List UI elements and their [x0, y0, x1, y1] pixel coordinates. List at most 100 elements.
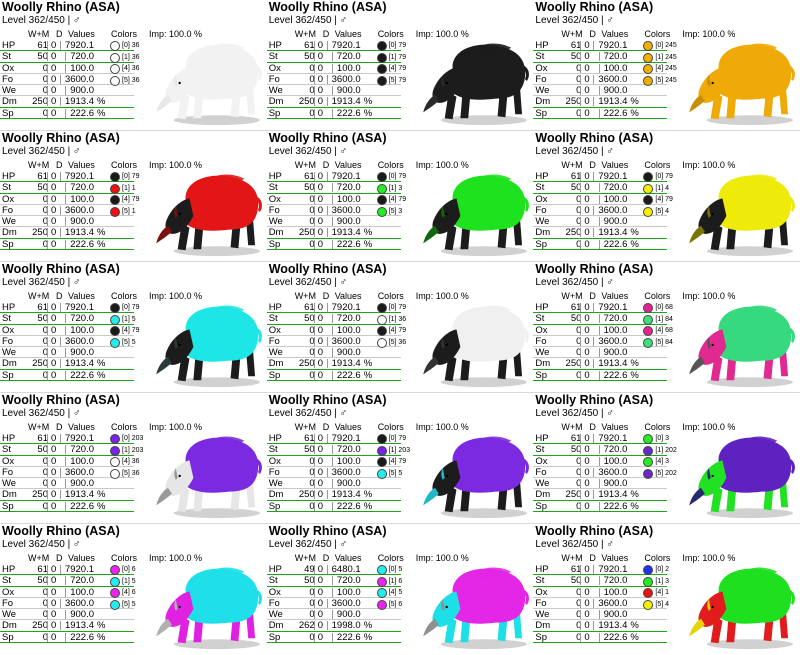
- color-swatch[interactable]: [376, 41, 387, 51]
- color-swatch[interactable]: [643, 41, 654, 51]
- color-region[interactable]: [5] 4: [643, 206, 683, 218]
- color-region[interactable]: [5] 36: [110, 468, 150, 480]
- color-swatch[interactable]: [110, 599, 120, 610]
- color-region[interactable]: [1] 245: [643, 52, 683, 64]
- creature-card[interactable]: Woolly Rhino (ASA) Level 362/450 | ♂ W+M D V…: [0, 131, 266, 262]
- color-region[interactable]: [0] 79: [376, 171, 417, 183]
- creature-card[interactable]: Woolly Rhino (ASA) Level 362/450 | ♂ W+M D V…: [533, 524, 799, 655]
- color-swatch[interactable]: [643, 576, 654, 587]
- color-region[interactable]: [0] 2: [643, 564, 683, 576]
- color-swatch[interactable]: [643, 326, 654, 336]
- creature-card[interactable]: Woolly Rhino (ASA) Level 362/450 | ♂ W+M D V…: [266, 262, 533, 393]
- color-swatch[interactable]: [643, 75, 654, 86]
- color-region[interactable]: [0] 79: [110, 171, 150, 183]
- color-region[interactable]: [0] 3: [643, 433, 683, 445]
- creature-card[interactable]: Woolly Rhino (ASA) Level 362/450 | ♂ W+M D V…: [266, 393, 533, 524]
- color-swatch[interactable]: [376, 75, 387, 86]
- color-swatch[interactable]: [110, 434, 120, 444]
- color-region[interactable]: [0] 6: [110, 564, 150, 576]
- creature-card[interactable]: Woolly Rhino (ASA) Level 362/450 | ♂ W+M D V…: [0, 0, 266, 131]
- creature-card[interactable]: Woolly Rhino (ASA) Level 362/450 | ♂ W+M D V…: [266, 0, 533, 131]
- color-swatch[interactable]: [376, 52, 387, 63]
- color-region[interactable]: [0] 79: [643, 171, 683, 183]
- creature-card[interactable]: Woolly Rhino (ASA) Level 362/450 | ♂ W+M D V…: [533, 393, 799, 524]
- color-swatch[interactable]: [110, 41, 120, 51]
- color-region[interactable]: [1] 1: [110, 183, 150, 195]
- color-region[interactable]: [0] 79: [110, 302, 150, 314]
- color-swatch[interactable]: [110, 52, 120, 63]
- color-region[interactable]: [4] 79: [110, 194, 150, 206]
- color-region[interactable]: [1] 3: [643, 576, 683, 588]
- color-swatch[interactable]: [110, 195, 120, 205]
- color-swatch[interactable]: [110, 64, 120, 74]
- color-swatch[interactable]: [110, 183, 120, 194]
- color-swatch[interactable]: [376, 576, 387, 587]
- color-region[interactable]: [1] 5: [110, 314, 150, 326]
- color-region[interactable]: [5] 36: [376, 337, 417, 349]
- color-swatch[interactable]: [376, 314, 387, 325]
- color-region[interactable]: [4] 3: [643, 456, 683, 468]
- color-region[interactable]: [4] 79: [376, 456, 417, 468]
- color-region[interactable]: [5] 79: [376, 75, 417, 87]
- color-swatch[interactable]: [376, 337, 387, 348]
- color-swatch[interactable]: [643, 195, 654, 205]
- creature-card[interactable]: Woolly Rhino (ASA) Level 362/450 | ♂ W+M D V…: [266, 524, 533, 655]
- creature-card[interactable]: Woolly Rhino (ASA) Level 362/450 | ♂ W+M D V…: [533, 0, 799, 131]
- color-swatch[interactable]: [376, 183, 387, 194]
- color-region[interactable]: [4] 79: [643, 194, 683, 206]
- color-swatch[interactable]: [643, 64, 654, 74]
- color-swatch[interactable]: [376, 195, 387, 205]
- color-region[interactable]: [4] 68: [643, 325, 683, 337]
- color-region[interactable]: [5] 1: [110, 206, 150, 218]
- color-region[interactable]: [0] 79: [376, 433, 417, 445]
- color-region[interactable]: [1] 84: [643, 314, 683, 326]
- color-swatch[interactable]: [376, 303, 387, 313]
- color-swatch[interactable]: [376, 326, 387, 336]
- color-region[interactable]: [0] 245: [643, 40, 683, 52]
- color-swatch[interactable]: [643, 337, 654, 348]
- color-region[interactable]: [5] 84: [643, 337, 683, 349]
- color-swatch[interactable]: [110, 565, 120, 575]
- color-region[interactable]: [4] 6: [110, 587, 150, 599]
- color-region[interactable]: [0] 68: [643, 302, 683, 314]
- creature-card[interactable]: Woolly Rhino (ASA) Level 362/450 | ♂ W+M D V…: [533, 262, 799, 393]
- color-swatch[interactable]: [376, 468, 387, 479]
- color-swatch[interactable]: [376, 172, 387, 182]
- color-region[interactable]: [1] 36: [376, 314, 417, 326]
- color-swatch[interactable]: [643, 588, 654, 598]
- color-region[interactable]: [5] 6: [376, 599, 417, 611]
- color-region[interactable]: [1] 3: [376, 183, 417, 195]
- color-region[interactable]: [4] 245: [643, 63, 683, 75]
- color-region[interactable]: [1] 36: [110, 52, 150, 64]
- color-swatch[interactable]: [110, 445, 120, 456]
- color-region[interactable]: [4] 5: [376, 587, 417, 599]
- color-region[interactable]: [1] 6: [376, 576, 417, 588]
- color-swatch[interactable]: [643, 206, 654, 217]
- color-region[interactable]: [0] 5: [376, 564, 417, 576]
- creature-card[interactable]: Woolly Rhino (ASA) Level 362/450 | ♂ W+M D V…: [266, 131, 533, 262]
- color-region[interactable]: [4] 79: [376, 325, 417, 337]
- color-region[interactable]: [5] 202: [643, 468, 683, 480]
- color-region[interactable]: [1] 203: [110, 445, 150, 457]
- creature-card[interactable]: Woolly Rhino (ASA) Level 362/450 | ♂ W+M D V…: [0, 393, 266, 524]
- color-swatch[interactable]: [643, 314, 654, 325]
- color-region[interactable]: [5] 4: [643, 599, 683, 611]
- color-region[interactable]: [4] 36: [110, 63, 150, 75]
- color-swatch[interactable]: [376, 64, 387, 74]
- color-region[interactable]: [5] 5: [376, 468, 417, 480]
- color-region[interactable]: [1] 79: [376, 52, 417, 64]
- color-swatch[interactable]: [110, 576, 120, 587]
- color-swatch[interactable]: [110, 588, 120, 598]
- color-swatch[interactable]: [643, 183, 654, 194]
- color-region[interactable]: [1] 4: [643, 183, 683, 195]
- color-swatch[interactable]: [643, 172, 654, 182]
- color-swatch[interactable]: [376, 445, 387, 456]
- color-swatch[interactable]: [110, 457, 120, 467]
- color-swatch[interactable]: [110, 172, 120, 182]
- color-region[interactable]: [4] 79: [110, 325, 150, 337]
- color-swatch[interactable]: [376, 599, 387, 610]
- creature-card[interactable]: Woolly Rhino (ASA) Level 362/450 | ♂ W+M D V…: [0, 524, 266, 655]
- color-swatch[interactable]: [376, 588, 387, 598]
- color-swatch[interactable]: [376, 434, 387, 444]
- color-region[interactable]: [5] 5: [110, 599, 150, 611]
